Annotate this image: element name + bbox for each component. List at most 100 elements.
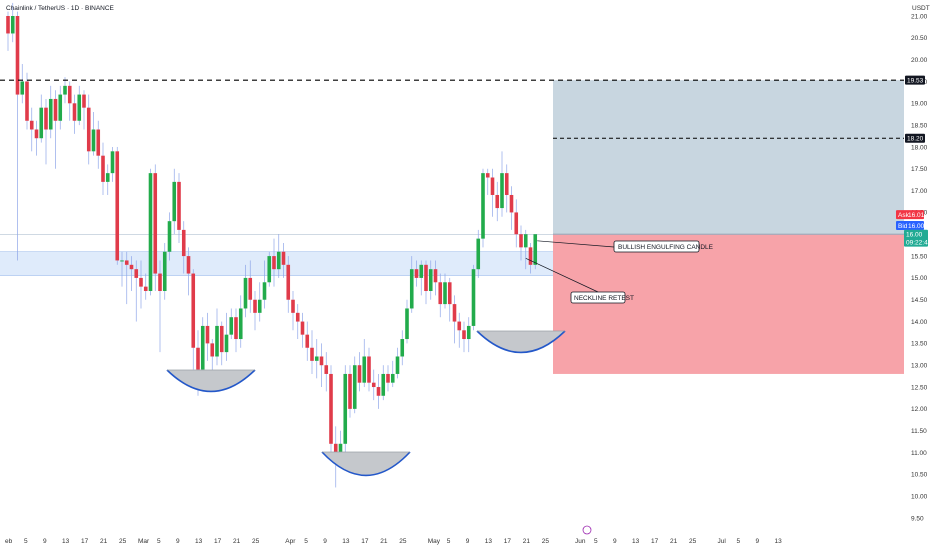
candle-down [300,321,305,335]
candle-down [528,247,533,265]
candle-down [96,129,101,156]
time-tick-label: 9 [466,538,470,545]
price-tag-bg [896,210,924,220]
price-tag-value: 16.00 [906,232,923,239]
price-tick-label: 15.00 [911,275,928,282]
time-tick-label: 13 [342,538,350,545]
price-axis-bg [904,0,932,550]
candle-down [333,443,338,453]
candle-up [167,221,172,252]
candle-up [314,356,319,361]
time-tick-label: 5 [157,538,161,545]
candle-up [533,234,538,265]
candle-up [471,269,476,326]
price-tick-label: 20.50 [911,35,928,42]
candle-down [272,256,276,270]
candle-up [466,325,471,340]
candle-down [367,356,371,383]
time-tick-label: 9 [756,538,760,545]
symbol-header[interactable]: Chainlink / TetherUS · 1D · BINANCE [6,5,115,12]
candle-up [523,234,528,248]
candle-down [324,365,329,374]
candle-down [414,269,419,278]
annotation-engulfing[interactable]: BULLISH ENGULFING CANDLE [613,240,714,253]
candle-up [58,94,63,121]
price-tick-label: 17.50 [911,166,928,173]
price-tick-label: 12.00 [911,406,928,413]
candle-down [234,317,238,340]
candle-down [72,103,77,121]
time-tick-label: 25 [252,538,260,545]
candle-down [34,129,39,139]
candle-down [53,98,58,121]
price-tick-label: 10.00 [911,493,928,500]
annotation-neckline[interactable]: NECKLINE RETEST [570,291,634,304]
support-zone [0,251,553,276]
time-tick-label: 17 [651,538,659,545]
price-tick-label: 18.00 [911,144,928,151]
price-tick-label: 12.50 [911,384,928,391]
annotation-engulfing-box [613,240,700,253]
time-tick-label: 13 [485,538,493,545]
candle-up [243,277,248,309]
candle-down [86,107,91,152]
candle-down [305,334,310,348]
price-tag-label: Ask [898,212,910,219]
candle-down [514,212,519,235]
time-tick-label: 21 [670,538,678,545]
candle-down [196,347,200,370]
candle-up [395,356,400,374]
candle-down [205,325,210,344]
candle-up [229,317,234,335]
candle-up [419,264,424,278]
time-tick-label: 5 [447,538,451,545]
candle-down [424,264,428,292]
candle-down [281,251,286,265]
candle-up [48,98,53,130]
price-tick-label: 10.50 [911,472,928,479]
candle-down [452,304,457,322]
time-axis[interactable]: eb 5 9 13 17 21 25 Mar 5 9 13 17 21 25 Apr 5 9 13 17 21 25 Ma… [5,525,782,545]
candle-up [105,173,110,182]
candle-up [390,373,395,383]
candle-down [348,373,352,409]
candle-down [457,321,462,331]
candle-down [129,264,134,270]
time-tick-label: 21 [233,538,241,545]
price-tick-label: 19.00 [911,101,928,108]
candle-up [362,356,367,383]
stop-loss-zone [553,234,904,374]
candle-down [357,365,362,383]
price-tick-label: 20.00 [911,57,928,64]
level-tag-bg [905,133,925,143]
price-tag-label: Bid [898,223,908,230]
candle-up [148,173,153,292]
candle-up [481,173,485,239]
candle-down [376,387,381,396]
time-tick-label: 25 [399,538,407,545]
candle-up [352,365,357,409]
price-tick-label: 11.00 [911,450,927,457]
candle-down [386,373,390,383]
candle-down [210,343,215,357]
cup-middle-curve [321,451,411,477]
time-tick-label: 25 [119,538,127,545]
candle-up [10,16,15,34]
candle-down [504,173,509,195]
candle-up [267,256,272,283]
time-tick-label: 25 [689,538,697,545]
price-tag-value: 09:22:42 [906,239,932,246]
background-layer [0,80,904,374]
candle-up [91,129,96,152]
price-axis[interactable]: 21.0020.5020.0019.5019.0018.5018.0017.50… [896,0,932,550]
time-tick-label: Apr [285,538,296,545]
candle-down [181,229,186,257]
candle-up [200,325,205,370]
candle-down [291,299,295,313]
price-tag-bg [896,221,924,231]
candle-up [405,308,409,340]
candle-up [39,107,44,139]
price-tag-value: 16.00 [908,223,925,230]
time-tick-label: 21 [100,538,108,545]
